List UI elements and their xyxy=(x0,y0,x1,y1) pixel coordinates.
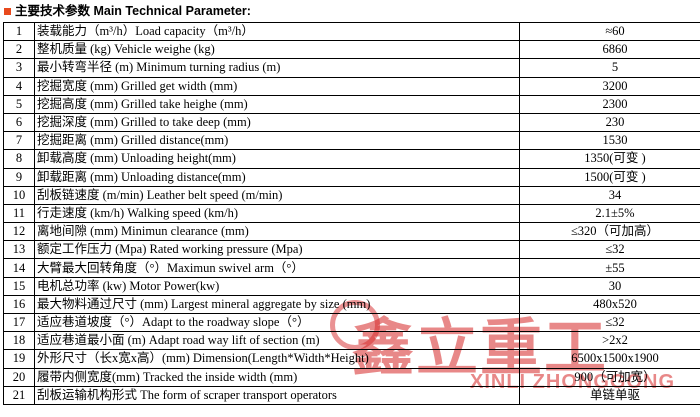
table-row: 3 最小转弯半径 (m) Minimum turning radius (m) … xyxy=(3,58,700,78)
row-value: 900（可加宽） xyxy=(519,367,700,387)
technical-parameters-table: 1 装载能力（m³/h）Load capacity（m³/h） ≈60 2 整机… xyxy=(3,21,700,405)
row-value: 2.1±5% xyxy=(519,203,700,224)
row-parameter: 整机质量 (kg) Vehicle weighe (kg) xyxy=(34,40,520,60)
table-row: 14 大臂最大回转角度（°）Maximun swivel arm（°） ±55 xyxy=(3,258,700,278)
row-number: 20 xyxy=(3,367,35,387)
row-number: 14 xyxy=(3,258,35,278)
row-parameter: 电机总功率 (kw) Motor Power(kw) xyxy=(34,276,520,296)
row-number: 2 xyxy=(3,40,35,60)
row-number: 6 xyxy=(3,112,35,133)
row-parameter: 刮板运输机构形式 The form of scraper transport o… xyxy=(34,385,520,405)
row-value: >2x2 xyxy=(519,331,700,351)
row-value: ≤320（可加高） xyxy=(519,222,700,242)
row-value: 单链单驱 xyxy=(519,385,700,405)
row-value: ≈60 xyxy=(519,21,700,42)
row-value: ±55 xyxy=(519,258,700,278)
row-number: 1 xyxy=(3,21,35,42)
row-number: 4 xyxy=(3,76,35,96)
table-row: 4 挖掘宽度 (mm) Grilled get width (mm) 3200 xyxy=(3,76,700,96)
row-value: 1350(可变 ) xyxy=(519,149,700,169)
row-parameter: 外形尺寸（长x宽x高）(mm) Dimension(Length*Width*H… xyxy=(34,349,520,369)
row-value: 6500x1500x1900 xyxy=(519,349,700,369)
row-number: 17 xyxy=(3,312,35,333)
row-value: 480x520 xyxy=(519,294,700,315)
row-parameter: 适应巷道最小面 (m) Adapt road way lift of secti… xyxy=(34,331,520,351)
row-value: 30 xyxy=(519,276,700,296)
row-value: 3200 xyxy=(519,76,700,96)
row-parameter: 卸载距离 (mm) Unloading distance(mm) xyxy=(34,167,520,187)
row-value: 1530 xyxy=(519,131,700,151)
row-value: 2300 xyxy=(519,94,700,114)
table-row: 16 最大物料通过尺寸 (mm) Largest mineral aggrega… xyxy=(3,294,700,315)
row-parameter: 大臂最大回转角度（°）Maximun swivel arm（°） xyxy=(34,258,520,278)
table-row: 13 额定工作压力 (Mpa) Rated working pressure (… xyxy=(3,240,700,260)
row-number: 19 xyxy=(3,349,35,369)
row-number: 3 xyxy=(3,58,35,78)
row-parameter: 刮板链速度 (m/min) Leather belt speed (m/min) xyxy=(34,185,520,205)
row-parameter: 履带内侧宽度(mm) Tracked the inside width (mm) xyxy=(34,367,520,387)
table-row: 12 离地间隙 (mm) Minimun clearance (mm) ≤320… xyxy=(3,222,700,242)
row-parameter: 挖掘深度 (mm) Grilled to take deep (mm) xyxy=(34,112,520,133)
row-parameter: 装载能力（m³/h）Load capacity（m³/h） xyxy=(34,21,520,42)
table-row: 6 挖掘深度 (mm) Grilled to take deep (mm) 23… xyxy=(3,112,700,133)
row-parameter: 挖掘距离 (mm) Grilled distance(mm) xyxy=(34,131,520,151)
table-row: 15 电机总功率 (kw) Motor Power(kw) 30 xyxy=(3,276,700,296)
row-parameter: 挖掘宽度 (mm) Grilled get width (mm) xyxy=(34,76,520,96)
table-body: 1 装载能力（m³/h）Load capacity（m³/h） ≈60 2 整机… xyxy=(3,21,700,405)
row-number: 16 xyxy=(3,294,35,315)
row-number: 18 xyxy=(3,331,35,351)
table-row: 19 外形尺寸（长x宽x高）(mm) Dimension(Length*Widt… xyxy=(3,349,700,369)
row-number: 15 xyxy=(3,276,35,296)
row-number: 7 xyxy=(3,131,35,151)
row-parameter: 适应巷道坡度（°）Adapt to the roadway slope（°） xyxy=(34,312,520,333)
table-row: 18 适应巷道最小面 (m) Adapt road way lift of se… xyxy=(3,331,700,351)
section-title-label: 主要技术参数 Main Technical Parameter: xyxy=(15,4,251,18)
row-number: 5 xyxy=(3,94,35,114)
row-value: 5 xyxy=(519,58,700,78)
section-title: 主要技术参数 Main Technical Parameter: xyxy=(0,0,700,22)
table-row: 1 装载能力（m³/h）Load capacity（m³/h） ≈60 xyxy=(3,21,700,42)
row-number: 10 xyxy=(3,185,35,205)
row-number: 11 xyxy=(3,203,35,224)
table-row: 8 卸载高度 (mm) Unloading height(mm) 1350(可变… xyxy=(3,149,700,169)
table-row: 21 刮板运输机构形式 The form of scraper transpor… xyxy=(3,385,700,405)
row-value: 6860 xyxy=(519,40,700,60)
row-value: 230 xyxy=(519,112,700,133)
row-number: 12 xyxy=(3,222,35,242)
row-value: 34 xyxy=(519,185,700,205)
row-parameter: 离地间隙 (mm) Minimun clearance (mm) xyxy=(34,222,520,242)
row-number: 9 xyxy=(3,167,35,187)
row-parameter: 额定工作压力 (Mpa) Rated working pressure (Mpa… xyxy=(34,240,520,260)
row-value: ≤32 xyxy=(519,240,700,260)
row-value: ≤32 xyxy=(519,312,700,333)
row-number: 21 xyxy=(3,385,35,405)
row-parameter: 最小转弯半径 (m) Minimum turning radius (m) xyxy=(34,58,520,78)
row-number: 8 xyxy=(3,149,35,169)
row-parameter: 最大物料通过尺寸 (mm) Largest mineral aggregate … xyxy=(34,294,520,315)
table-row: 20 履带内侧宽度(mm) Tracked the inside width (… xyxy=(3,367,700,387)
table-row: 17 适应巷道坡度（°）Adapt to the roadway slope（°… xyxy=(3,312,700,333)
table-row: 5 挖掘高度 (mm) Grilled take heighe (mm) 230… xyxy=(3,94,700,114)
square-bullet-icon xyxy=(4,7,11,15)
table-row: 2 整机质量 (kg) Vehicle weighe (kg) 6860 xyxy=(3,40,700,60)
table-row: 7 挖掘距离 (mm) Grilled distance(mm) 1530 xyxy=(3,131,700,151)
table-row: 10 刮板链速度 (m/min) Leather belt speed (m/m… xyxy=(3,185,700,205)
row-parameter: 行走速度 (km/h) Walking speed (km/h) xyxy=(34,203,520,224)
row-number: 13 xyxy=(3,240,35,260)
row-value: 1500(可变 ) xyxy=(519,167,700,187)
row-parameter: 挖掘高度 (mm) Grilled take heighe (mm) xyxy=(34,94,520,114)
table-row: 11 行走速度 (km/h) Walking speed (km/h) 2.1±… xyxy=(3,203,700,224)
table-row: 9 卸载距离 (mm) Unloading distance(mm) 1500(… xyxy=(3,167,700,187)
row-parameter: 卸载高度 (mm) Unloading height(mm) xyxy=(34,149,520,169)
